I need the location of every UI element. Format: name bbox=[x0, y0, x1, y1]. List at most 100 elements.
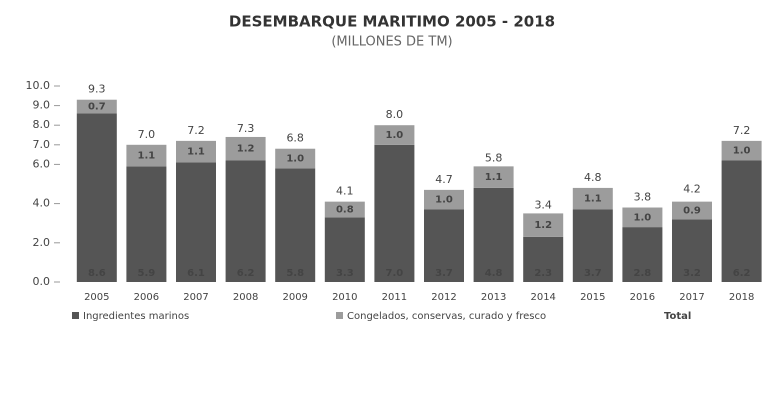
data-label: 1.2 bbox=[237, 144, 255, 155]
bar-segment bbox=[176, 162, 216, 282]
bar-segment bbox=[275, 168, 316, 282]
total-label: 6.8 bbox=[286, 132, 304, 145]
x-tick-label: 2018 bbox=[729, 292, 754, 303]
data-label: 8.6 bbox=[88, 268, 106, 279]
legend-label: Total bbox=[664, 311, 691, 322]
bar-segment bbox=[275, 148, 316, 169]
legend-swatch bbox=[336, 312, 343, 319]
bar-segment bbox=[324, 217, 365, 282]
data-label: 0.8 bbox=[336, 204, 354, 215]
x-tick-label: 2010 bbox=[332, 292, 357, 303]
x-tick-label: 2006 bbox=[134, 292, 159, 303]
data-label: 5.8 bbox=[286, 268, 304, 279]
bar-segment bbox=[523, 236, 564, 282]
total-label: 7.3 bbox=[237, 122, 255, 135]
x-tick-label: 2012 bbox=[431, 292, 456, 303]
total-label: 7.0 bbox=[138, 128, 156, 141]
bar-segment bbox=[473, 187, 514, 282]
bar-segment bbox=[424, 189, 464, 210]
x-tick-label: 2017 bbox=[679, 292, 704, 303]
total-label: 8.0 bbox=[386, 108, 404, 121]
bar-segment bbox=[572, 209, 613, 282]
data-label: 3.2 bbox=[683, 268, 701, 279]
data-label: 1.1 bbox=[138, 151, 156, 162]
data-label: 1.0 bbox=[634, 212, 652, 223]
x-tick-label: 2007 bbox=[183, 292, 208, 303]
total-label: 9.3 bbox=[88, 83, 106, 96]
y-tick-label: 0.0 bbox=[33, 275, 51, 288]
total-label: 4.8 bbox=[584, 171, 602, 184]
total-label: 4.1 bbox=[336, 185, 354, 198]
x-tick-label: 2014 bbox=[530, 292, 555, 303]
y-tick-label: 9.0 bbox=[33, 99, 51, 112]
data-label: 3.3 bbox=[336, 268, 354, 279]
bar-segment bbox=[76, 113, 117, 282]
total-label: 3.4 bbox=[534, 198, 552, 211]
bar-segment bbox=[374, 125, 415, 145]
data-label: 0.7 bbox=[88, 102, 106, 113]
bar-segment bbox=[225, 160, 266, 282]
data-label: 1.0 bbox=[435, 195, 453, 206]
y-tick-label: 10.0 bbox=[26, 79, 51, 92]
bar-segment bbox=[176, 140, 216, 163]
bar-segment bbox=[126, 166, 167, 282]
bar-segment bbox=[672, 201, 712, 220]
bar-segment bbox=[76, 99, 117, 114]
y-tick-label: 2.0 bbox=[33, 236, 51, 249]
legend-label: Ingredientes marinos bbox=[83, 311, 189, 322]
chart-title: DESEMBARQUE MARITIMO 2005 - 2018 bbox=[229, 13, 555, 31]
bar-segment bbox=[572, 187, 613, 210]
x-tick-label: 2016 bbox=[630, 292, 655, 303]
data-label: 2.8 bbox=[634, 268, 652, 279]
bar-segment bbox=[225, 136, 266, 161]
total-label: 7.2 bbox=[733, 124, 751, 137]
y-tick-label: 6.0 bbox=[33, 157, 51, 170]
legend-label: Congelados, conservas, curado y fresco bbox=[347, 311, 546, 322]
bar-segment bbox=[523, 213, 564, 237]
y-tick-label: 8.0 bbox=[33, 118, 51, 131]
data-label: 6.2 bbox=[733, 268, 751, 279]
bar-segment bbox=[721, 140, 762, 161]
bar-segment bbox=[622, 227, 663, 282]
x-tick-label: 2008 bbox=[233, 292, 258, 303]
data-label: 6.2 bbox=[237, 268, 255, 279]
data-label: 1.2 bbox=[534, 220, 552, 231]
x-tick-label: 2013 bbox=[481, 292, 506, 303]
x-tick-label: 2011 bbox=[382, 292, 407, 303]
bar-segment bbox=[374, 144, 415, 282]
x-tick-label: 2005 bbox=[84, 292, 109, 303]
legend-swatch bbox=[72, 312, 79, 319]
bar-segment bbox=[473, 166, 514, 188]
data-label: 1.0 bbox=[733, 146, 751, 157]
data-label: 1.0 bbox=[286, 154, 304, 165]
total-label: 3.8 bbox=[634, 191, 652, 204]
y-tick-label: 4.0 bbox=[33, 197, 51, 210]
total-label: 4.7 bbox=[435, 173, 453, 186]
y-tick-label: 7.0 bbox=[33, 138, 51, 151]
total-label: 4.2 bbox=[683, 183, 701, 196]
data-label: 1.1 bbox=[485, 172, 503, 183]
data-label: 6.1 bbox=[187, 268, 205, 279]
total-label: 7.2 bbox=[187, 124, 205, 137]
data-label: 5.9 bbox=[138, 268, 156, 279]
bar-segment bbox=[672, 219, 712, 282]
bar-segment bbox=[424, 209, 464, 282]
chart-subtitle: (MILLONES DE TM) bbox=[331, 35, 452, 50]
data-label: 0.9 bbox=[683, 205, 701, 216]
bar-segment bbox=[721, 160, 762, 282]
data-label: 3.7 bbox=[584, 268, 602, 279]
data-label: 2.3 bbox=[534, 268, 552, 279]
x-tick-label: 2015 bbox=[580, 292, 605, 303]
bar-segment bbox=[126, 144, 167, 167]
data-label: 7.0 bbox=[386, 268, 404, 279]
data-label: 3.7 bbox=[435, 268, 453, 279]
x-tick-label: 2009 bbox=[282, 292, 307, 303]
data-label: 1.0 bbox=[386, 130, 404, 141]
bar-segment bbox=[622, 207, 663, 228]
bar-segment bbox=[324, 201, 365, 218]
data-label: 4.8 bbox=[485, 268, 503, 279]
data-label: 1.1 bbox=[584, 194, 602, 205]
data-label: 1.1 bbox=[187, 147, 205, 158]
total-label: 5.8 bbox=[485, 151, 503, 164]
